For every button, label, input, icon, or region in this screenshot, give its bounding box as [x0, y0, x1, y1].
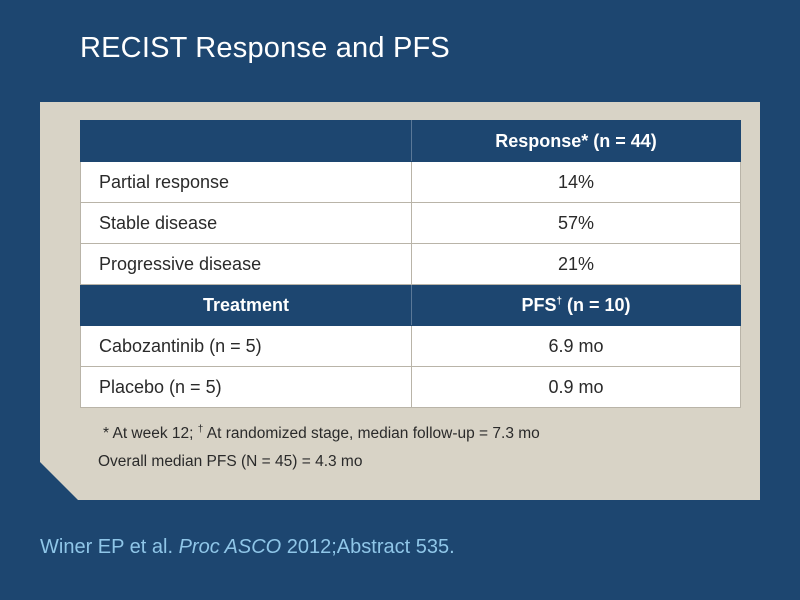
response-header-blank	[81, 121, 412, 162]
citation: Winer EP et al. Proc ASCO 2012;Abstract …	[40, 536, 455, 559]
row-value: 6.9 mo	[412, 326, 741, 367]
content-panel: Response* (n = 44) Partial response 14% …	[40, 102, 760, 500]
footnote-text: At randomized stage, median follow-up = …	[203, 425, 540, 442]
row-value: 57%	[412, 203, 741, 244]
row-value: 21%	[412, 244, 741, 285]
pfs-header: PFS† (n = 10)	[412, 285, 741, 326]
treatment-header: Treatment	[81, 285, 412, 326]
row-label: Placebo (n = 5)	[81, 367, 412, 408]
footnote-line: * At week 12; † At randomized stage, med…	[98, 420, 540, 448]
dagger-mark: †	[556, 295, 563, 307]
pfs-header-n: (n = 10)	[562, 294, 631, 315]
table-row: Stable disease 57%	[81, 203, 741, 244]
citation-details: 2012;Abstract 535.	[281, 536, 455, 558]
table-row: Placebo (n = 5) 0.9 mo	[81, 367, 741, 408]
response-header: Response* (n = 44)	[412, 121, 741, 162]
row-label: Partial response	[81, 162, 412, 203]
results-table: Response* (n = 44) Partial response 14% …	[80, 120, 741, 408]
table-row: Progressive disease 21%	[81, 244, 741, 285]
response-header-row: Response* (n = 44)	[81, 121, 741, 162]
footnotes: * At week 12; † At randomized stage, med…	[98, 420, 540, 476]
table-row: Cabozantinib (n = 5) 6.9 mo	[81, 326, 741, 367]
row-value: 14%	[412, 162, 741, 203]
dagger-mark: †	[197, 423, 204, 435]
citation-authors: Winer EP et al.	[40, 536, 179, 558]
slide-title: RECIST Response and PFS	[80, 32, 450, 64]
footnote-line: Overall median PFS (N = 45) = 4.3 mo	[98, 453, 363, 470]
row-value: 0.9 mo	[412, 367, 741, 408]
footnote-text: * At week 12;	[103, 425, 198, 442]
pfs-header-row: Treatment PFS† (n = 10)	[81, 285, 741, 326]
row-label: Stable disease	[81, 203, 412, 244]
pfs-header-text: PFS	[521, 294, 557, 315]
table-row: Partial response 14%	[81, 162, 741, 203]
row-label: Progressive disease	[81, 244, 412, 285]
row-label: Cabozantinib (n = 5)	[81, 326, 412, 367]
citation-journal: Proc ASCO	[178, 536, 282, 558]
